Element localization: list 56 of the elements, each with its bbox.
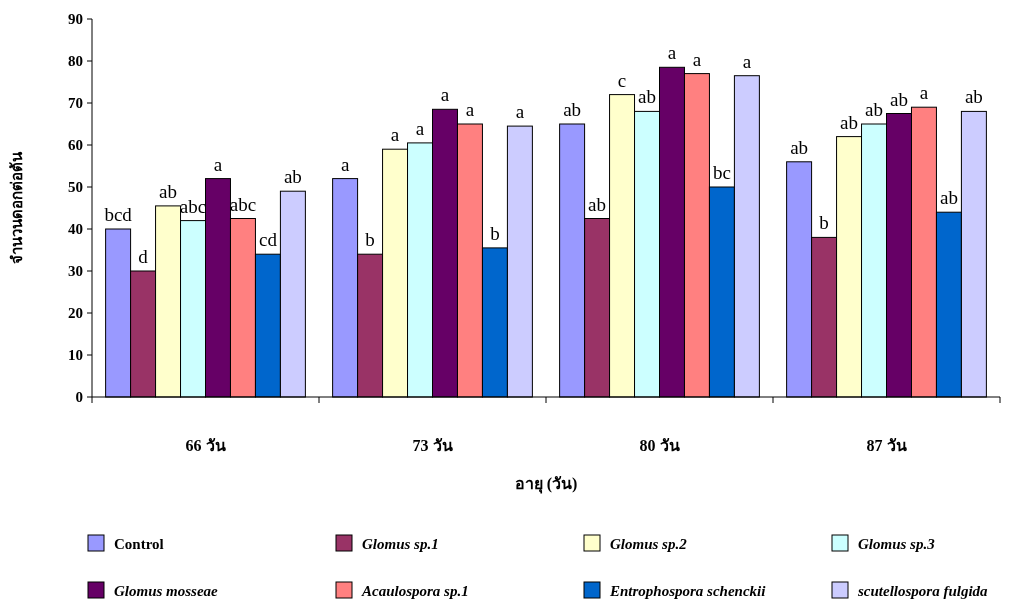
y-tick-label: 50 <box>68 179 83 195</box>
x-tick-label: 66 วัน <box>185 437 226 454</box>
legend-label: Acaulospora sp.1 <box>361 583 469 599</box>
data-label: a <box>390 124 400 146</box>
legend-label: Glomus mosseae <box>114 583 219 599</box>
data-label: bcd <box>104 204 133 225</box>
data-label: a <box>440 84 450 106</box>
y-tick-label: 10 <box>68 347 83 363</box>
legend-label: scutellospora fulgida <box>857 583 989 599</box>
y-tick-label: 20 <box>68 305 83 321</box>
data-label: b <box>490 222 500 244</box>
x-tick-label: 73 วัน <box>412 437 453 454</box>
data-label: ab <box>939 187 958 209</box>
data-label: ab <box>563 99 582 120</box>
y-tick-label: 30 <box>68 263 83 279</box>
x-axis-title: อายุ (วัน) <box>514 475 578 494</box>
data-label: c <box>617 69 627 91</box>
data-label: a <box>919 82 929 104</box>
data-label: d <box>138 246 149 267</box>
data-label: a <box>213 153 223 175</box>
data-label: b <box>819 212 829 234</box>
legend-label: Glomus sp.2 <box>610 536 688 552</box>
data-label: abc <box>179 195 207 217</box>
data-label: a <box>742 50 752 72</box>
legend-label: Glomus sp.1 <box>362 536 439 552</box>
y-axis-title: จำนวนดอกต่อต้น <box>9 151 25 264</box>
y-tick-label: 40 <box>68 221 83 237</box>
legend-label: Control <box>114 536 164 552</box>
data-label: a <box>465 99 475 120</box>
y-tick-label: 90 <box>68 11 83 27</box>
x-tick-label: 80 วัน <box>639 437 680 454</box>
data-label: ab <box>865 99 883 120</box>
y-tick-label: 80 <box>68 53 83 69</box>
data-label: a <box>415 117 425 139</box>
data-label: a <box>692 48 702 70</box>
data-label: ab <box>588 193 607 215</box>
data-label: ab <box>840 111 859 133</box>
data-label: ab <box>964 86 983 108</box>
y-tick-label: 0 <box>75 389 83 405</box>
data-label: abc <box>229 193 257 215</box>
data-label: a <box>667 42 677 64</box>
data-label: ab <box>790 136 809 158</box>
data-label: a <box>515 101 525 123</box>
data-label: cd <box>258 229 278 251</box>
data-label: ab <box>283 166 302 188</box>
data-label: ab <box>638 86 656 108</box>
data-label: ab <box>890 88 908 110</box>
y-tick-label: 70 <box>68 95 83 111</box>
data-label: bc <box>712 162 731 183</box>
data-label: b <box>365 229 375 251</box>
data-label: a <box>340 153 350 175</box>
data-label: ab <box>159 180 178 202</box>
y-tick-label: 60 <box>68 137 83 153</box>
legend-label: Entrophospora schenckii <box>609 583 767 599</box>
legend-label: Glomus sp.3 <box>858 536 936 552</box>
x-tick-label: 87 วัน <box>866 437 907 454</box>
